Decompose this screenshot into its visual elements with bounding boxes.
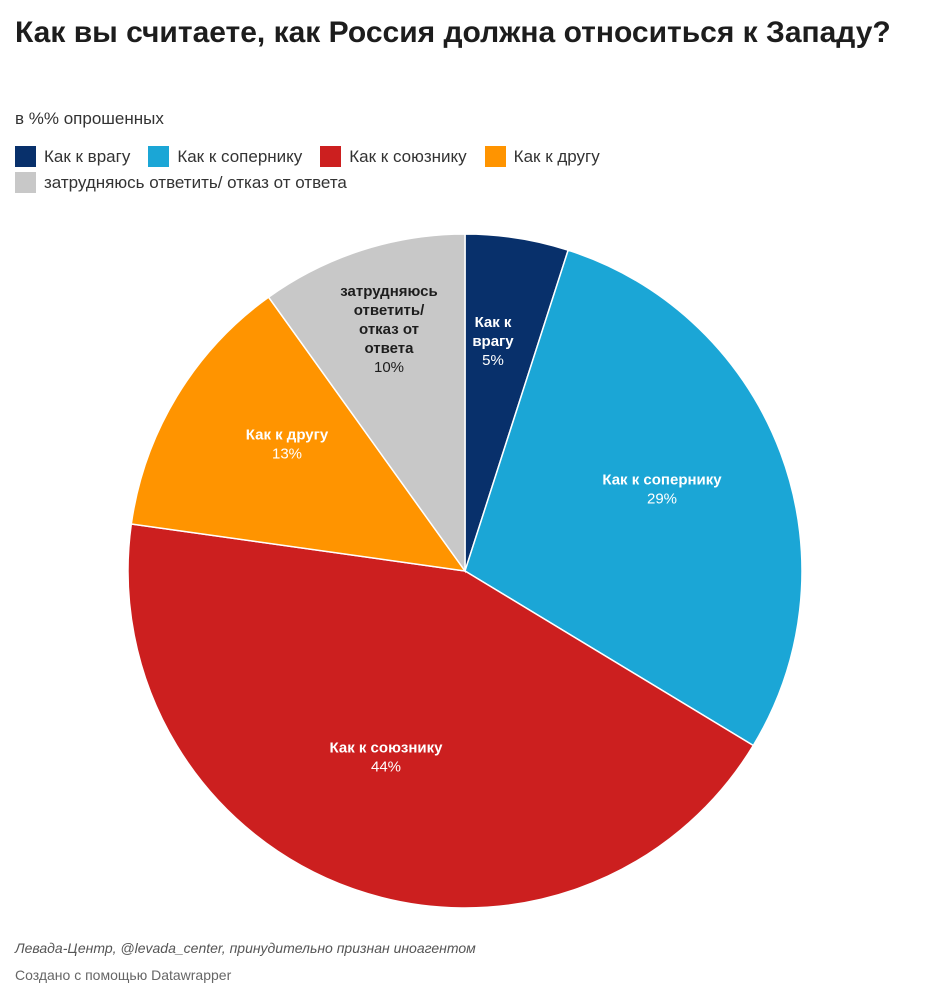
legend-swatch bbox=[15, 146, 36, 167]
slice-value-label: 44% bbox=[371, 759, 401, 776]
slice-name-label: Как к сопернику bbox=[602, 472, 722, 489]
slice-name-label: ответа bbox=[365, 340, 415, 357]
slice-label: Как к союзнику 44% bbox=[330, 740, 444, 776]
legend-swatch bbox=[484, 146, 506, 167]
legend-item: Как к другу bbox=[484, 146, 600, 167]
legend-swatch bbox=[148, 146, 170, 167]
slice-value-label: 10% bbox=[374, 359, 404, 376]
chart-legend: Как к врагу Как к сопернику Как к союзнику… bbox=[15, 146, 815, 193]
chart-title: Как вы считаете, как Россия должна относ… bbox=[15, 16, 891, 49]
slice-label: Как к сопернику 29% bbox=[602, 472, 722, 508]
legend-label: Как к союзнику bbox=[349, 147, 467, 166]
source-note: Левада-Центр, @levada_center, принудител… bbox=[15, 940, 476, 956]
pie-slice bbox=[130, 296, 467, 572]
slice-name-label: ответить/ bbox=[354, 302, 425, 319]
slice-name-label: Как к другу bbox=[246, 427, 329, 444]
pie-chart: Как к врагу 5% Как к сопернику 29% Как к союз… bbox=[127, 233, 803, 909]
credit-note: Создано с помощью Datawrapper bbox=[15, 967, 232, 983]
legend-item: затрудняюсь ответить/ отказ от ответа bbox=[15, 172, 347, 193]
legend-item: Как к врагу bbox=[15, 146, 130, 167]
legend-label: Как к сопернику bbox=[177, 147, 303, 166]
slice-name-label: врагу bbox=[472, 333, 514, 350]
slice-value-label: 29% bbox=[647, 491, 677, 508]
legend-swatch bbox=[320, 146, 342, 167]
slice-label: затрудняюсь ответить/отказ от ответа 10% bbox=[340, 283, 437, 376]
legend-label: Как к другу bbox=[513, 147, 600, 166]
legend-item: Как к сопернику bbox=[148, 146, 302, 167]
slice-label: Как к врагу 5% bbox=[472, 314, 514, 369]
slice-name-label: Как к союзнику bbox=[330, 740, 444, 757]
legend-swatch bbox=[15, 172, 36, 193]
slice-value-label: 13% bbox=[272, 446, 302, 463]
legend-label: Как к врагу bbox=[44, 147, 131, 166]
slice-name-label: Как к bbox=[475, 314, 512, 331]
pie-slice bbox=[127, 523, 755, 909]
slice-name-label: затрудняюсь bbox=[340, 283, 437, 300]
legend-label: затрудняюсь ответить/ отказ от ответа bbox=[44, 173, 347, 192]
slice-value-label: 5% bbox=[482, 352, 504, 369]
slice-label: Как к другу 13% bbox=[246, 427, 329, 463]
legend-item: Как к союзнику bbox=[320, 146, 467, 167]
pie-slice bbox=[267, 233, 466, 574]
chart-subtitle: в %% опрошенных bbox=[15, 109, 164, 128]
slice-name-label: отказ от bbox=[359, 321, 419, 338]
